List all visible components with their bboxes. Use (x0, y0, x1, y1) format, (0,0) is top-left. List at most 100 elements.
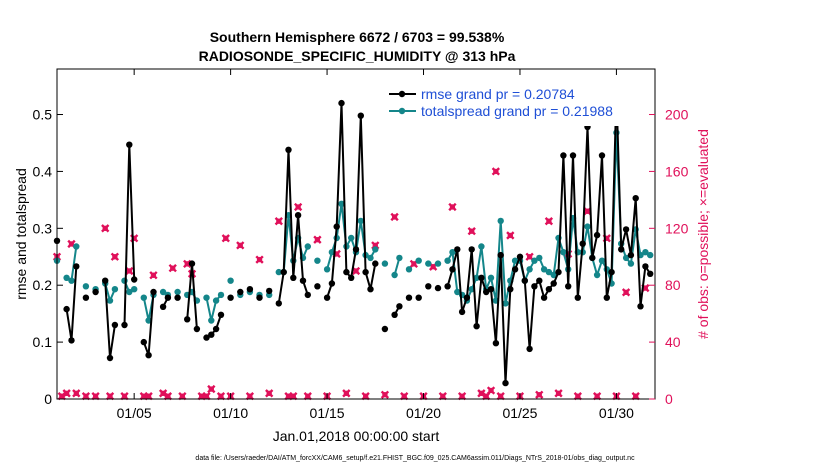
rmse-point (352, 246, 360, 253)
obs-possible-marker (497, 393, 504, 399)
rmse-point (304, 291, 311, 299)
obs-evaluated-marker (293, 202, 303, 212)
obs-possible-marker (203, 393, 210, 399)
obs-possible-marker (276, 218, 282, 224)
rmse-point (217, 311, 225, 318)
y-axis-left-label: rmse and totalspread (13, 168, 29, 300)
obs-possible-marker (73, 390, 79, 397)
obs-evaluated-marker (149, 271, 158, 280)
rmse-point (536, 277, 543, 284)
obs-possible-marker (165, 393, 171, 399)
spread-point (405, 266, 413, 273)
spread-point (449, 249, 456, 256)
spread-point (217, 291, 225, 299)
rmse-point (266, 287, 273, 295)
obs-possible-marker (362, 393, 369, 399)
spread-point (275, 268, 282, 276)
obs-evaluated-marker (110, 252, 120, 261)
spread-point (208, 317, 215, 324)
rmse-point (290, 274, 297, 281)
obs-evaluated-marker (467, 227, 476, 236)
rmse-point (516, 253, 524, 260)
rmse-point (343, 268, 350, 276)
rmse-point (396, 303, 403, 310)
obs-possible-marker (223, 235, 229, 241)
obs-possible-marker (493, 168, 499, 175)
x-tick-label: 01/10 (213, 405, 248, 421)
rmse-point (425, 283, 432, 290)
rmse-point (483, 288, 490, 296)
spread-point (642, 249, 649, 256)
rmse-point (280, 268, 287, 276)
rmse-point (294, 212, 302, 219)
rmse-point (468, 246, 475, 253)
spread-point (473, 274, 480, 281)
x-tick-label: 01/25 (502, 405, 537, 421)
rmse-point (589, 254, 596, 262)
rmse-point (102, 277, 109, 284)
rmse-point (497, 251, 504, 259)
plot-frame (56, 68, 656, 400)
spread-point (545, 268, 553, 276)
y-left-tick-label: 0.1 (33, 334, 53, 350)
obs-possible-marker (170, 265, 176, 271)
legend: rmse grand pr = 0.20784 totalspread gran… (382, 86, 644, 126)
legend-box (382, 86, 644, 126)
rmse-point (174, 294, 181, 301)
rmse-point (314, 283, 321, 290)
obs-possible-marker (623, 289, 629, 296)
obs-possible-marker (247, 393, 253, 399)
spread-point (425, 260, 432, 267)
obs-evaluated-marker (216, 392, 226, 401)
spread-point (391, 271, 398, 279)
obs-evaluated-marker (592, 392, 602, 401)
obs-evaluated-marker (168, 263, 177, 273)
spread-point (381, 260, 389, 267)
obs-possible-marker (488, 387, 494, 394)
rmse-point (526, 345, 533, 353)
rmse-point (579, 240, 586, 247)
y-right-tick-label: 120 (665, 220, 689, 236)
obs-evaluated-marker (496, 392, 505, 401)
obs-possible-marker (469, 228, 475, 234)
spread-point (174, 288, 181, 296)
rmse-point (121, 321, 128, 329)
obs-evaluated-marker (631, 392, 640, 401)
spread-point (159, 288, 167, 296)
obs-evaluated-marker (573, 392, 582, 401)
rmse-point (285, 146, 292, 153)
rmse-point (381, 325, 389, 333)
obs-evaluated-marker (183, 259, 192, 269)
rmse-point (454, 246, 461, 253)
obs-possible-marker (256, 256, 263, 263)
rmse-point (502, 379, 509, 387)
spread-point (434, 260, 442, 267)
rmse-point (598, 152, 606, 159)
rmse-point (608, 268, 615, 276)
legend-spread-label: totalspread grand pr = 0.21988 (421, 103, 613, 119)
obs-evaluated-marker (506, 231, 515, 240)
obs-evaluated-marker (438, 392, 447, 401)
y-right-tick-label: 0 (665, 391, 673, 407)
legend-spread-marker (398, 107, 406, 115)
obs-evaluated-marker (221, 234, 230, 243)
data-file-footnote: data file: /Users/raeder/DAI/ATM_forcXX/… (195, 455, 635, 462)
obs-evaluated-marker (554, 389, 563, 398)
x-tick-label: 01/20 (406, 405, 441, 421)
obs-possible-marker (145, 393, 152, 399)
obs-evaluated-marker (544, 217, 554, 226)
legend-rmse-marker (398, 90, 406, 98)
rmse-point (237, 288, 244, 296)
rmse-point (545, 286, 553, 293)
obs-possible-marker (63, 390, 70, 397)
obs-evaluated-marker (207, 384, 216, 394)
spread-point (584, 223, 591, 230)
rmse-point (569, 152, 577, 159)
rmse-point (208, 331, 215, 338)
obs-evaluated-marker (236, 241, 245, 250)
spread-point (415, 257, 422, 264)
rmse-point (299, 277, 307, 284)
obs-evaluated-marker (57, 392, 66, 401)
x-axis-label: Jan.01,2018 00:00:00 start (273, 428, 440, 444)
rmse-point (193, 325, 201, 333)
